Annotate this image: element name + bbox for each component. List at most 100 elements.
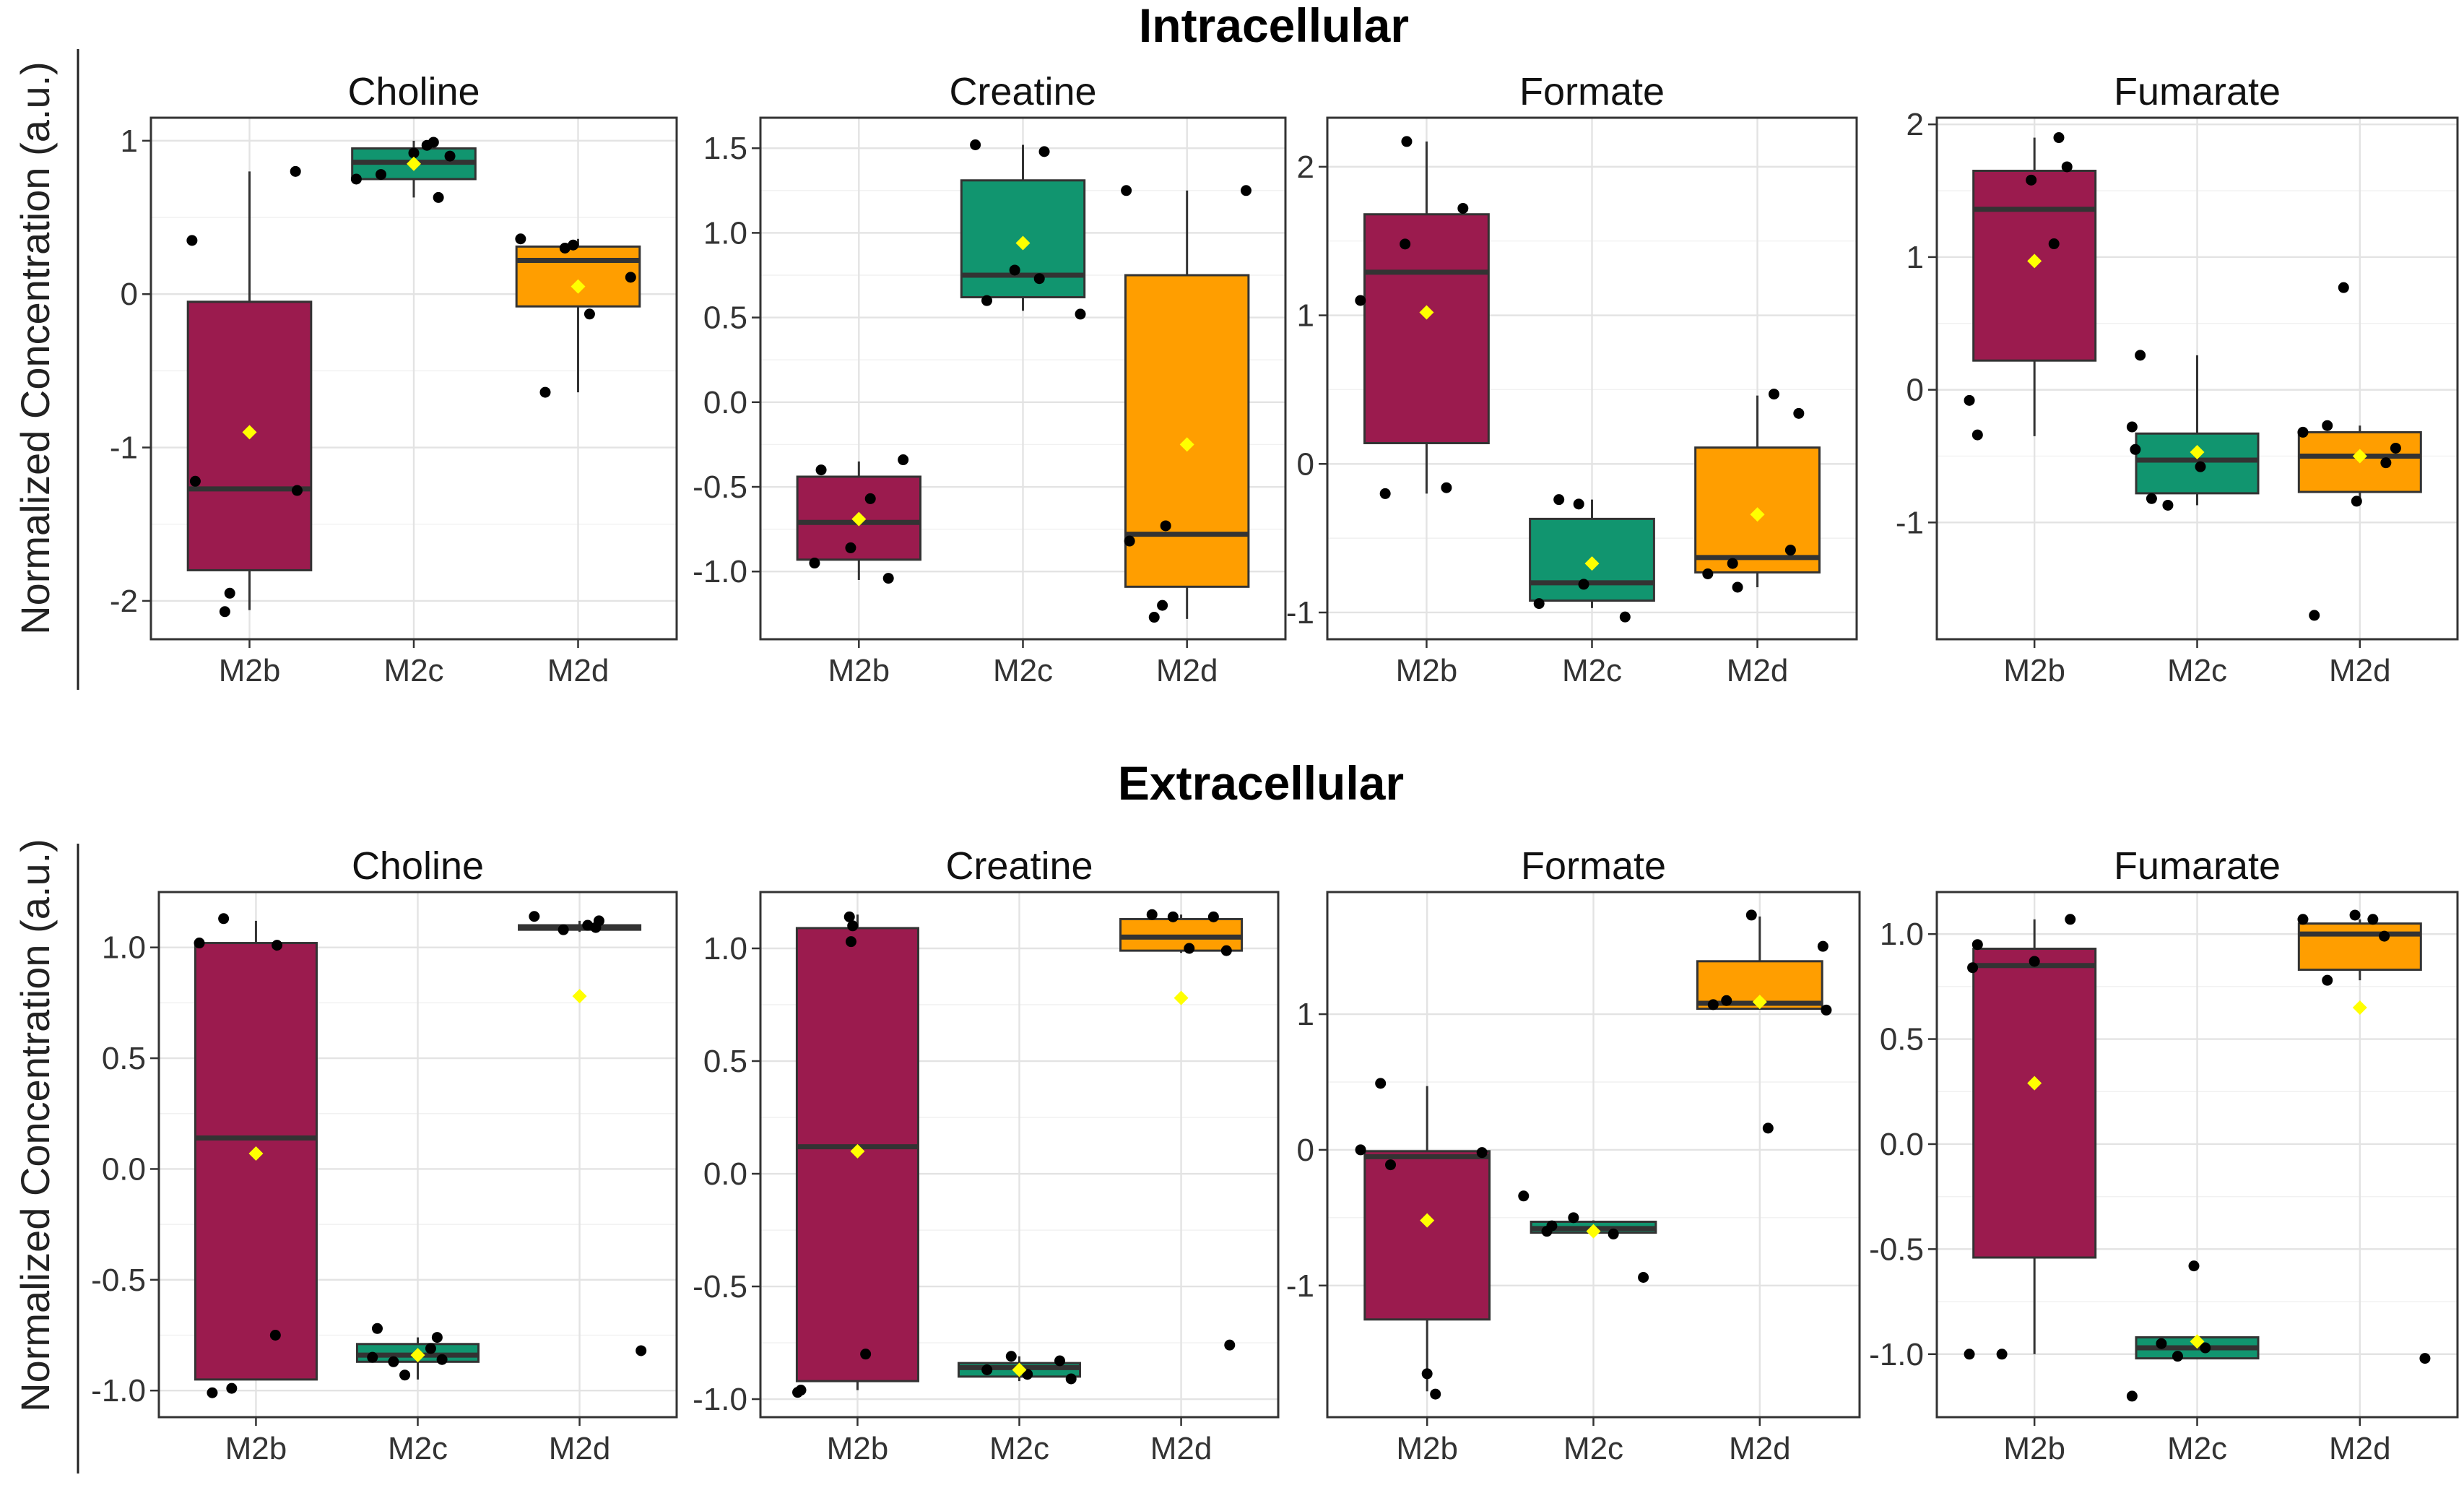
y-axis-label-extracellular: Normalized Concentration (a.u.) xyxy=(12,839,58,1412)
panel-title: Fumarate xyxy=(2114,70,2281,113)
x-tick-label-m2b: M2b xyxy=(219,653,281,688)
data-point-m2b xyxy=(1375,1078,1387,1089)
x-tick-label-m2c: M2c xyxy=(383,653,443,688)
data-point-m2d xyxy=(1784,545,1796,556)
data-point-m2d xyxy=(1821,1004,1832,1016)
y-tick-label: 2 xyxy=(1297,150,1314,185)
y-tick-label: -1 xyxy=(1286,1268,1314,1304)
y-tick-label: 0.0 xyxy=(703,385,747,420)
data-point-m2c xyxy=(425,1343,436,1354)
mean-marker-m2d xyxy=(1174,990,1189,1005)
mean-marker-m2c xyxy=(1584,556,1600,571)
y-tick-label: 0 xyxy=(1297,446,1314,482)
mean-marker-m2c xyxy=(2190,444,2205,459)
data-point-m2c xyxy=(388,1356,399,1367)
data-point-m2c xyxy=(1518,1190,1530,1202)
y-tick-label: 1.0 xyxy=(703,931,747,966)
data-point-m2d xyxy=(1121,185,1132,196)
data-point-m2b xyxy=(2026,174,2037,186)
data-point-m2b xyxy=(1971,429,1983,441)
panel-intracellular-choline: 1 0 -1 -2 M2b M2c M2d Choline xyxy=(110,70,678,688)
data-point-m2d xyxy=(593,915,604,927)
panel-title: Fumarate xyxy=(2114,844,2281,888)
data-point-m2b xyxy=(1385,1159,1397,1171)
panel-intracellular-fumarate: 2 1 0 -1 M2b M2c M2d Fumarate xyxy=(1896,70,2459,688)
mean-marker-m2b xyxy=(242,425,257,440)
mean-marker-m2b xyxy=(248,1146,264,1161)
panel-border xyxy=(1326,116,1858,641)
panel-border xyxy=(759,891,1280,1419)
data-point-m2d xyxy=(1727,558,1738,569)
data-point-m2d xyxy=(1817,940,1829,952)
box-m2b xyxy=(1363,1150,1491,1321)
y-tick-label: 1 xyxy=(1906,240,1924,275)
mean-marker-m2b xyxy=(2027,254,2042,269)
data-point-m2c xyxy=(433,191,444,203)
data-point-m2d xyxy=(1148,612,1160,623)
data-point-m2b xyxy=(1967,962,1979,974)
x-tick-label-m2d: M2d xyxy=(1729,1431,1791,1466)
y-tick-label: -0.5 xyxy=(91,1263,146,1298)
data-point-m2b xyxy=(1355,295,1366,306)
y-tick-label: -1 xyxy=(1286,595,1314,631)
data-point-m2b xyxy=(2029,956,2040,967)
data-point-m2c xyxy=(1619,611,1631,623)
data-point-m2d xyxy=(635,1345,647,1356)
y-tick-label: -2 xyxy=(110,584,138,619)
x-tick-label-m2b: M2b xyxy=(2003,1431,2065,1466)
y-tick-label: 0 xyxy=(1906,373,1924,408)
data-point-m2b xyxy=(290,165,301,177)
data-point-m2c xyxy=(1568,1212,1579,1224)
data-point-m2c xyxy=(2126,1390,2138,1402)
panel-border xyxy=(149,116,678,641)
y-tick-label: 0.5 xyxy=(703,300,747,336)
panel-title: Choline xyxy=(347,70,480,113)
mean-marker-m2c xyxy=(1586,1224,1601,1239)
data-point-m2c xyxy=(1038,146,1050,157)
data-point-m2b xyxy=(1971,939,1983,951)
data-point-m2b xyxy=(218,913,230,925)
y-tick-label: 1.0 xyxy=(703,215,747,251)
data-point-m2b xyxy=(845,542,856,553)
data-point-m2d xyxy=(1768,389,1779,400)
y-tick-label: 0.5 xyxy=(1880,1022,1924,1057)
data-point-m2b xyxy=(2053,132,2065,144)
data-point-m2d xyxy=(1207,911,1219,922)
panel-extracellular-formate: 1 0 -1 M2b M2c M2d Formate xyxy=(1286,844,1861,1466)
mean-marker-m2d xyxy=(2352,449,2367,464)
data-point-m2c xyxy=(1075,308,1086,320)
data-point-m2b xyxy=(1421,1368,1433,1380)
data-point-m2b xyxy=(1355,1144,1366,1156)
data-point-m2b xyxy=(843,911,855,922)
mean-marker-m2c xyxy=(2190,1334,2205,1349)
data-point-m2d xyxy=(1707,999,1719,1011)
data-point-m2b xyxy=(1964,394,1975,406)
data-point-m2c xyxy=(1054,1355,1066,1367)
x-tick-label-m2c: M2c xyxy=(993,653,1053,688)
data-point-m2d xyxy=(2380,457,2392,469)
data-point-m2b xyxy=(186,235,198,246)
data-point-m2c xyxy=(2156,1338,2167,1349)
mean-marker-m2b xyxy=(2027,1076,2042,1091)
data-point-m2d xyxy=(1157,600,1168,611)
data-point-m2c xyxy=(428,137,439,148)
data-point-m2b xyxy=(194,938,205,949)
y-tick-label: 1 xyxy=(121,124,138,159)
data-point-m2b xyxy=(2048,238,2060,250)
data-point-m2c xyxy=(431,1332,443,1343)
data-point-m2c xyxy=(1608,1228,1619,1239)
x-tick-label-m2c: M2c xyxy=(1563,1431,1623,1466)
panel-border xyxy=(1326,891,1861,1419)
y-tick-label: 1.0 xyxy=(102,930,146,966)
data-point-m2b xyxy=(272,940,283,951)
y-tick-label: -0.5 xyxy=(693,1269,747,1304)
box-m2d xyxy=(2297,430,2422,493)
mean-marker-m2c xyxy=(1015,235,1031,251)
data-point-m2d xyxy=(2367,914,2379,925)
panel-title: Creatine xyxy=(949,70,1096,113)
data-point-m2c xyxy=(1033,273,1045,285)
x-tick-label-m2b: M2b xyxy=(2003,653,2065,688)
data-point-m2d xyxy=(1160,520,1171,532)
y-tick-label: -0.5 xyxy=(693,469,747,505)
